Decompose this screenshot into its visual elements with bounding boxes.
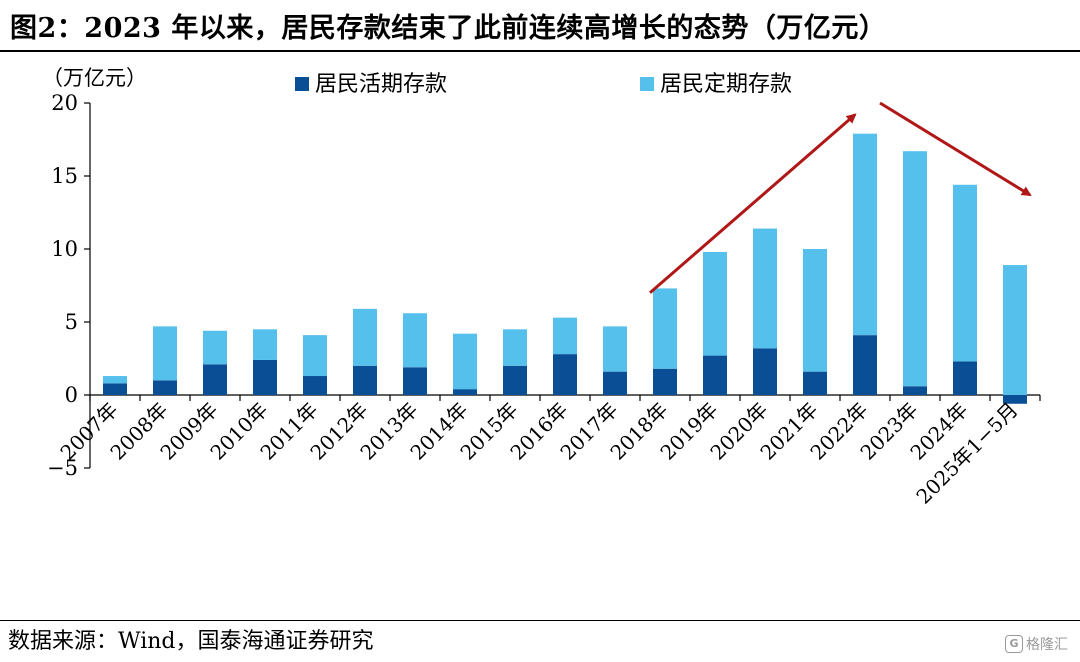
bar-demand-7 <box>453 389 477 395</box>
source-note: 数据来源：Wind，国泰海通证券研究 <box>8 629 374 654</box>
watermark-logo-icon: G <box>1005 635 1023 653</box>
bar-time-1 <box>153 326 177 381</box>
bar-demand-2 <box>203 364 227 395</box>
bar-time-9 <box>553 317 577 355</box>
watermark: G 格隆汇 <box>1005 634 1068 654</box>
bar-time-5 <box>353 308 377 366</box>
bar-demand-13 <box>753 348 777 395</box>
bar-demand-15 <box>853 335 877 395</box>
bar-demand-0 <box>103 383 127 395</box>
bar-time-6 <box>403 313 427 368</box>
bar-time-8 <box>503 329 527 366</box>
bar-time-4 <box>303 335 327 377</box>
bar-demand-18 <box>1003 395 1027 404</box>
bar-time-12 <box>703 251 727 356</box>
bar-time-18 <box>1003 265 1027 395</box>
bar-demand-6 <box>403 367 427 395</box>
y-tick-label: 0 <box>65 383 78 407</box>
bar-demand-9 <box>553 354 577 395</box>
bar-time-16 <box>903 151 927 387</box>
watermark-text: 格隆汇 <box>1026 637 1068 653</box>
legend: 居民活期存款 居民定期存款 <box>295 72 792 97</box>
y-tick-label: 5 <box>65 310 78 334</box>
bar-demand-16 <box>903 386 927 395</box>
bars <box>103 133 1027 404</box>
footer-divider <box>0 620 1080 621</box>
bar-demand-14 <box>803 371 827 395</box>
bar-demand-1 <box>153 380 177 395</box>
bar-time-11 <box>653 288 677 369</box>
bar-demand-17 <box>953 361 977 395</box>
legend-label: 居民定期存款 <box>660 72 792 97</box>
y-tick-label: 20 <box>51 91 78 115</box>
bar-time-2 <box>203 330 227 365</box>
bar-demand-8 <box>503 365 527 395</box>
unit-label: （万亿元） <box>42 66 147 90</box>
bar-demand-5 <box>353 365 377 395</box>
legend-swatch <box>640 77 654 91</box>
bar-time-7 <box>453 333 477 390</box>
trend-arrow-up <box>649 113 857 294</box>
y-tick-label: 15 <box>51 164 78 188</box>
title-divider <box>0 50 1080 52</box>
bar-time-15 <box>853 133 877 336</box>
bar-time-17 <box>953 184 977 362</box>
bar-demand-4 <box>303 376 327 395</box>
chart-title: 图2：2023 年以来，居民存款结束了此前连续高增长的态势（万亿元） <box>10 13 887 44</box>
bar-time-10 <box>603 326 627 372</box>
bar-demand-3 <box>253 359 277 395</box>
bar-time-13 <box>753 228 777 349</box>
legend-swatch <box>295 77 309 91</box>
x-axis-labels: 2007年2008年2009年2010年2011年2012年2013年2014年… <box>55 398 1022 509</box>
bar-time-14 <box>803 249 827 372</box>
bar-time-3 <box>253 329 277 360</box>
legend-label: 居民活期存款 <box>315 72 447 97</box>
stacked-bar-chart: （万亿元） 居民活期存款 居民定期存款 −5 0 5 10 15 20 2007年2008年… <box>42 66 1041 509</box>
y-tick-label: −5 <box>47 456 78 480</box>
bar-demand-12 <box>703 355 727 395</box>
y-tick-label: 10 <box>51 237 78 261</box>
bar-time-0 <box>103 376 127 384</box>
bar-demand-11 <box>653 368 677 395</box>
bar-demand-10 <box>603 371 627 395</box>
trend-arrows <box>649 101 1032 294</box>
trend-arrow-down <box>879 101 1032 197</box>
